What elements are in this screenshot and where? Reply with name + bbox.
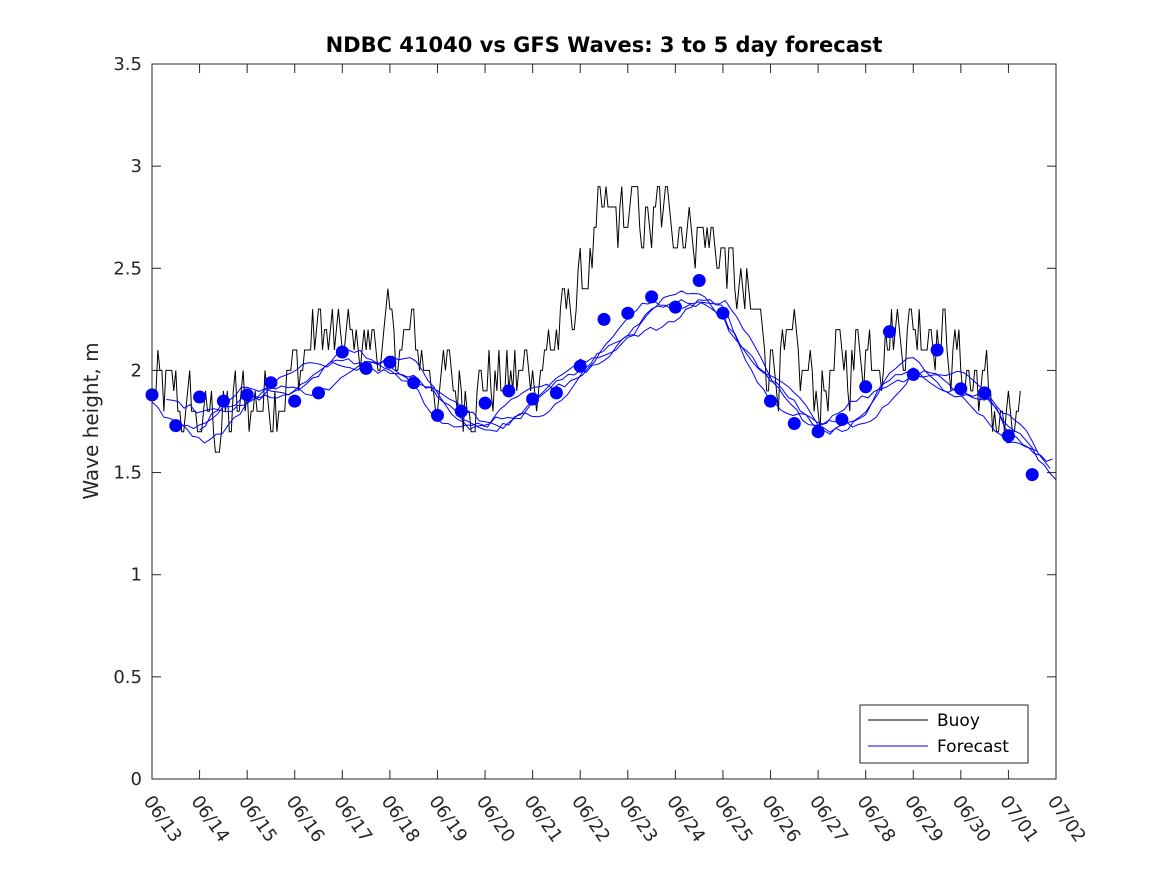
axes-box [151, 63, 1057, 780]
legend-buoy-label: Buoy [937, 711, 980, 731]
y-tick-label: 0 [131, 769, 142, 790]
forecast-marker [240, 388, 254, 402]
forecast-marker [835, 413, 849, 426]
legend: Buoy Forecast [859, 704, 1029, 764]
forecast-marker [1025, 468, 1039, 482]
forecast-marker [407, 376, 421, 390]
forecast-marker [573, 359, 587, 373]
forecast-marker [954, 382, 968, 396]
forecast-marker [359, 361, 373, 375]
y-tick-label: 1 [131, 565, 142, 586]
y-axis-label: Wave height, m [79, 342, 103, 499]
forecast-marker [312, 386, 325, 400]
forecast-marker [1001, 429, 1015, 443]
forecast-marker [787, 417, 801, 430]
chart-title: NDBC 41040 vs GFS Waves: 3 to 5 day fore… [326, 33, 883, 57]
forecast-marker [621, 306, 635, 320]
y-tick-label: 1.5 [113, 463, 142, 484]
y-axis-ticks: 0 0.5 1 1.5 2 2.5 3 3.5 [113, 54, 1056, 790]
forecast-marker [264, 376, 278, 390]
y-tick-label: 2.5 [113, 258, 142, 279]
buoy-line [152, 186, 1021, 453]
forecast-marker [502, 384, 516, 398]
forecast-marker [383, 355, 397, 369]
forecast-marker [288, 394, 302, 408]
forecast-marker [216, 394, 230, 408]
forecast-line [151, 299, 1057, 481]
forecast-marker [764, 394, 777, 408]
forecast-marker [859, 380, 873, 394]
forecast-marker [431, 408, 444, 422]
forecast-marker [668, 300, 682, 314]
forecast-marker [811, 425, 825, 439]
forecast-marker [978, 386, 992, 400]
forecast-marker [597, 312, 611, 326]
forecast-marker [716, 306, 730, 320]
forecast-markers [145, 274, 1039, 482]
legend-box [859, 704, 1029, 764]
forecast-marker [692, 274, 706, 287]
forecast-marker [335, 345, 349, 359]
plot-area [152, 64, 1056, 779]
forecast-marker [883, 325, 896, 339]
forecast-marker [645, 290, 659, 304]
forecast-marker [454, 404, 468, 418]
buoy-series [152, 186, 1021, 453]
y-tick-label: 3.5 [113, 54, 142, 75]
legend-forecast-label: Forecast [937, 737, 1009, 757]
forecast-marker [930, 343, 944, 357]
y-tick-label: 2 [131, 360, 142, 381]
forecast-marker [549, 386, 563, 400]
forecast-line [166, 299, 1053, 462]
y-tick-label: 3 [131, 156, 142, 177]
forecast-marker [906, 368, 920, 381]
forecast-marker [478, 396, 492, 410]
forecast-series [151, 290, 1057, 481]
forecast-marker [193, 390, 207, 404]
y-tick-label: 0.5 [113, 667, 142, 688]
forecast-marker [526, 392, 540, 406]
forecast-marker [169, 419, 183, 433]
